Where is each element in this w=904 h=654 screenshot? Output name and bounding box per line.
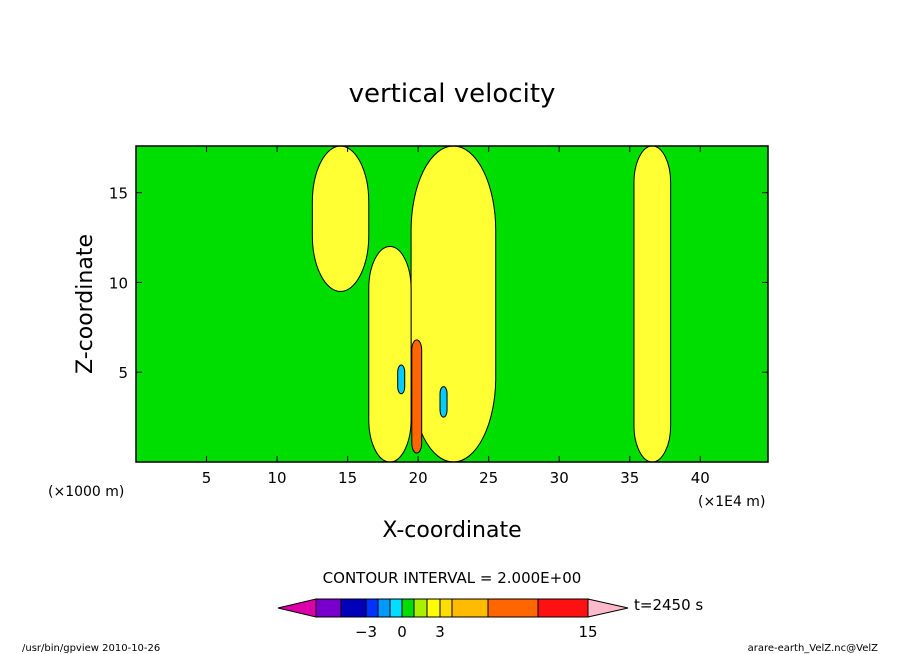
y-tick-label: 5 (118, 364, 128, 382)
contour-region-negative (439, 386, 448, 418)
contour-region-positive (368, 246, 412, 462)
y-tick-label: 10 (109, 274, 128, 292)
x-tick-label: 5 (202, 469, 212, 487)
contour-region-positive (410, 146, 497, 462)
colorbar-label: 15 (578, 623, 597, 641)
colorbar-swatch (487, 598, 539, 618)
x-tick-label: 40 (691, 469, 710, 487)
colorbar-labels: −3 0 3 15 (355, 623, 598, 641)
colorbar-swatch (451, 598, 489, 618)
contour-region-positive (633, 146, 672, 462)
x-tick-label: 35 (620, 469, 639, 487)
plot-frame (135, 145, 769, 463)
colorbar-swatch (426, 598, 441, 618)
colorbar (277, 598, 629, 618)
colorbar-arrow-high (587, 598, 629, 618)
x-axis-label: X-coordinate (382, 518, 521, 543)
x-tick-label: 10 (268, 469, 287, 487)
contour-region-positive (311, 146, 370, 292)
colorbar-swatch (401, 598, 415, 618)
x-unit-left: (×1000 m) (48, 484, 124, 500)
footer-right: arare-earth_VelZ.nc@VelZ (748, 643, 879, 654)
y-tick-label: 15 (109, 185, 128, 203)
x-axis-ticks: 5 10 15 20 25 30 35 40 (202, 146, 710, 487)
footer-left: /usr/bin/gpview 2010-10-26 (22, 643, 160, 654)
x-tick-label: 30 (550, 469, 569, 487)
y-axis-ticks: 5 10 15 (109, 185, 768, 382)
chart-title: vertical velocity (349, 79, 556, 109)
contour-interval: CONTOUR INTERVAL = 2.000E+00 (323, 569, 582, 587)
contour-region-negative (397, 364, 406, 395)
colorbar-swatch (413, 598, 428, 618)
colorbar-arrow-low (277, 598, 317, 618)
x-tick-label: 15 (338, 469, 357, 487)
colorbar-swatch (340, 598, 367, 618)
colorbar-swatch (315, 598, 342, 618)
contour-region-positive (411, 339, 423, 454)
time-label: t=2450 s (634, 596, 703, 614)
x-tick-label: 20 (409, 469, 428, 487)
colorbar-swatch (377, 598, 391, 618)
plot-area (136, 146, 768, 462)
colorbar-swatch (537, 598, 589, 618)
colorbar-swatch (389, 598, 403, 618)
colorbar-label: 0 (397, 623, 407, 641)
contour-features (311, 146, 672, 462)
colorbar-label: −3 (355, 623, 377, 641)
colorbar-swatch (439, 598, 453, 618)
x-tick-label: 25 (479, 469, 498, 487)
colorbar-swatch (365, 598, 379, 618)
colorbar-label: 3 (435, 623, 445, 641)
x-unit-right: (×1E4 m) (698, 494, 765, 510)
y-axis-label: Z-coordinate (73, 234, 98, 374)
